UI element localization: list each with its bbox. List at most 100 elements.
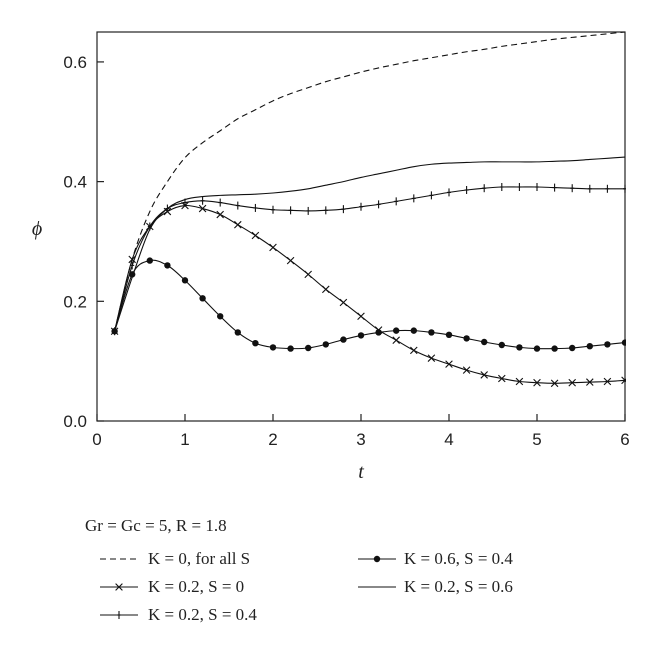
legend-label: K = 0.2, S = 0 — [148, 577, 244, 596]
data-point-dot — [533, 345, 541, 352]
data-point-plus — [517, 183, 522, 192]
x-tick-label: 6 — [620, 430, 629, 449]
data-point-dot — [375, 329, 382, 336]
y-tick-label: 0.4 — [63, 173, 87, 192]
data-point-cross — [269, 243, 277, 252]
data-point-plus — [623, 184, 626, 193]
data-point-cross — [339, 298, 348, 307]
data-point-dot — [340, 336, 347, 343]
x-tick-label: 2 — [268, 430, 277, 449]
legend-label: K = 0, for all S — [148, 549, 250, 568]
data-point-plus — [552, 183, 557, 192]
data-point-dot — [305, 344, 312, 352]
data-point-plus — [429, 191, 434, 200]
data-point-dot — [498, 341, 505, 349]
data-point-cross — [515, 377, 524, 386]
x-tick-label: 3 — [356, 430, 365, 449]
data-point-dot — [252, 340, 259, 347]
series-dashed — [114, 31, 626, 332]
data-point-dot — [181, 277, 189, 284]
data-point-dot — [586, 342, 593, 350]
series-line — [114, 156, 626, 332]
legend-title: Gr = Gc = 5, R = 1.8 — [85, 516, 227, 535]
data-point-plus — [288, 206, 293, 215]
plot-frame — [96, 31, 626, 422]
legend-label: K = 0.2, S = 0.4 — [148, 605, 257, 624]
data-point-plus — [376, 200, 381, 209]
data-point-cross — [304, 270, 312, 279]
data-point-dot — [621, 339, 626, 346]
data-point-cross — [286, 256, 295, 265]
legend-item: K = 0.2, S = 0.6 — [358, 577, 513, 596]
series-dot — [111, 257, 626, 352]
data-point-dot — [604, 341, 611, 348]
data-point-dot — [146, 257, 153, 264]
series-plus — [112, 183, 626, 336]
data-point-cross — [115, 583, 123, 591]
series-line — [114, 259, 626, 350]
legend-item: K = 0.6, S = 0.4 — [358, 549, 513, 568]
data-point-plus — [117, 611, 121, 619]
data-point-cross — [427, 354, 436, 362]
data-point-plus — [200, 196, 205, 205]
data-point-plus — [464, 185, 469, 194]
data-point-cross — [128, 255, 136, 264]
data-point-cross — [621, 376, 626, 385]
legend: Gr = Gc = 5, R = 1.8 K = 0, for all SK =… — [85, 516, 513, 624]
data-point-dot — [410, 327, 417, 334]
series-solid — [114, 156, 626, 332]
series-line — [114, 186, 625, 332]
data-point-cross — [550, 379, 559, 388]
data-point-dot — [234, 329, 241, 336]
data-point-dot — [481, 338, 488, 346]
data-point-cross — [392, 336, 400, 344]
data-point-cross — [216, 210, 224, 219]
data-point-dot — [199, 295, 206, 302]
series-line — [114, 204, 626, 384]
legend-item: K = 0, for all S — [100, 549, 250, 568]
series-line — [114, 31, 626, 332]
x-tick-label: 4 — [444, 430, 453, 449]
data-point-dot — [357, 332, 365, 339]
data-point-plus — [130, 261, 135, 270]
y-axis-ticks: 0.0 0.2 0.4 0.6 — [63, 53, 104, 431]
data-point-cross — [533, 378, 541, 387]
x-tick-label: 1 — [180, 430, 189, 449]
data-point-cross — [357, 312, 365, 321]
x-tick-label: 5 — [532, 430, 541, 449]
data-point-cross — [198, 204, 207, 213]
legend-items: K = 0, for all S K = 0.2, S = 0 K = 0.2, S… — [100, 549, 513, 624]
data-point-cross — [586, 378, 594, 386]
data-point-plus — [218, 198, 223, 207]
data-point-dot — [516, 344, 523, 351]
data-point-plus — [341, 205, 346, 214]
data-point-dot — [269, 344, 277, 351]
x-tick-label: 0 — [92, 430, 101, 449]
data-point-plus — [605, 184, 610, 193]
data-point-cross — [410, 346, 418, 355]
data-point-dot — [428, 329, 435, 336]
data-point-plus — [306, 206, 311, 215]
data-point-dot — [551, 345, 558, 352]
data-point-plus — [587, 184, 592, 193]
x-axis-title: t — [358, 461, 364, 483]
data-point-dot — [322, 341, 329, 348]
data-point-cross — [603, 377, 612, 386]
y-axis-title: ϕ — [32, 218, 42, 240]
data-point-plus — [411, 194, 416, 203]
data-point-cross — [234, 220, 242, 229]
series-layer — [110, 31, 626, 388]
data-point-dot — [217, 313, 224, 320]
data-point-plus — [359, 202, 363, 211]
data-point-plus — [271, 205, 275, 214]
data-point-plus — [235, 201, 240, 210]
data-point-dot — [287, 345, 294, 352]
data-point-plus — [535, 183, 539, 192]
data-point-dot — [569, 344, 576, 352]
data-point-plus — [570, 184, 575, 193]
data-point-dot — [373, 555, 381, 563]
data-point-cross — [568, 378, 576, 387]
data-point-cross — [445, 360, 453, 368]
legend-item: K = 0.2, S = 0 — [100, 577, 244, 596]
